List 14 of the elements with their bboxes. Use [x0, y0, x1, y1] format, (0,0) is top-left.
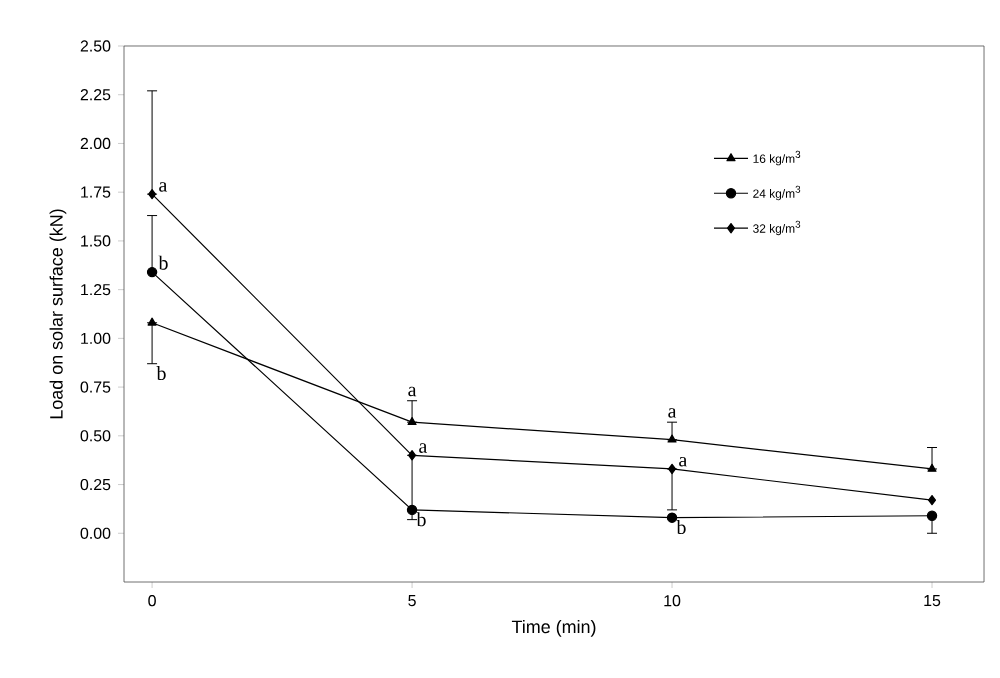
point	[926, 510, 938, 521]
annotation: b	[416, 512, 426, 527]
point	[927, 494, 937, 506]
y-axis-title: Load on solar surface (kN)	[49, 209, 67, 419]
annotation: b	[158, 255, 168, 270]
annotation: a	[408, 386, 417, 397]
annotation: a	[419, 443, 428, 453]
annotation: b	[156, 366, 166, 381]
annotation: b	[676, 520, 686, 535]
point	[406, 504, 418, 516]
annotation: a	[159, 182, 168, 192]
annotation: a	[668, 408, 677, 418]
annotation: a	[679, 457, 687, 467]
x-axis-title: Time (min)	[511, 620, 596, 637]
